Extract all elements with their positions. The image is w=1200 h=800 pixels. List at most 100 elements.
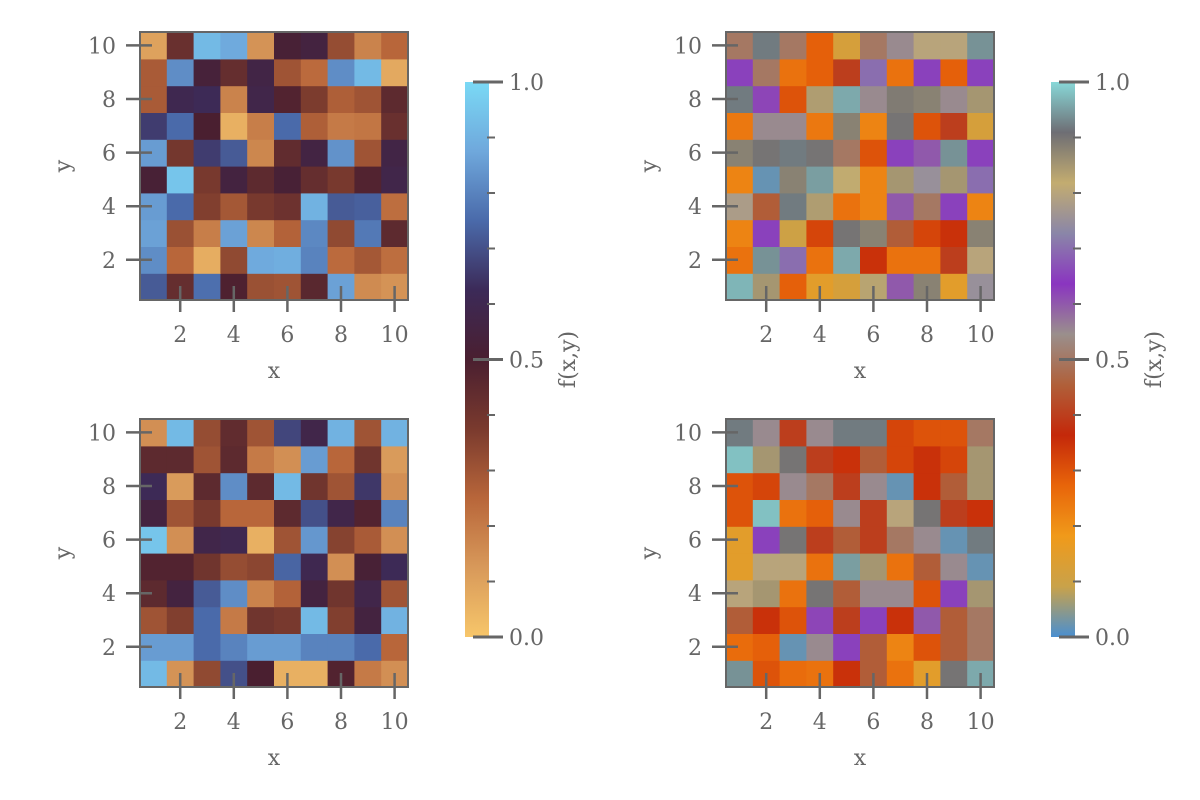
heatmap-cell bbox=[940, 192, 968, 221]
heatmap-cell bbox=[381, 499, 409, 527]
heatmap-cell bbox=[193, 166, 221, 194]
heatmap-cell bbox=[940, 526, 968, 554]
heatmap-cell bbox=[833, 526, 861, 554]
heatmap-cell bbox=[274, 112, 302, 140]
colorbar-tick-label: 1.0 bbox=[509, 71, 544, 96]
heatmap-cell bbox=[140, 58, 168, 87]
plot-frame bbox=[139, 418, 409, 688]
heatmap-cell bbox=[274, 192, 302, 221]
x-tick-label: 8 bbox=[334, 323, 348, 348]
y-tick-label: 6 bbox=[688, 142, 702, 167]
heatmap-cell bbox=[354, 445, 382, 474]
heatmap-cell bbox=[381, 633, 409, 661]
heatmap-cell bbox=[752, 139, 781, 167]
heatmap-cell bbox=[779, 660, 807, 688]
heatmap-cell bbox=[274, 499, 302, 527]
heatmap-cell bbox=[779, 246, 807, 274]
heatmap-cell bbox=[247, 139, 275, 167]
heatmap-cell bbox=[860, 58, 888, 87]
heatmap-cell bbox=[806, 166, 834, 194]
heatmap-cell bbox=[940, 32, 968, 60]
heatmap-cell bbox=[166, 85, 195, 113]
heatmap-cell bbox=[860, 32, 888, 60]
heatmap-cell bbox=[166, 58, 195, 87]
heatmap-cell bbox=[274, 85, 302, 113]
heatmap-cell bbox=[247, 579, 275, 608]
heatmap-cell bbox=[967, 246, 995, 274]
heatmap-cell bbox=[833, 499, 861, 527]
heatmap-cell bbox=[779, 219, 807, 247]
heatmap-cell bbox=[833, 219, 861, 247]
x-tick-label: 6 bbox=[280, 710, 294, 735]
heatmap-cell bbox=[913, 112, 941, 140]
heatmap-cell bbox=[967, 139, 995, 167]
heatmap-cell bbox=[247, 58, 275, 87]
heatmap-cell bbox=[247, 273, 275, 301]
y-tick-label: 4 bbox=[102, 582, 116, 607]
heatmap-cell bbox=[220, 606, 248, 634]
heatmap-cell bbox=[247, 606, 275, 634]
heatmap-cell bbox=[860, 633, 888, 661]
heatmap-cell bbox=[381, 579, 409, 608]
heatmap-cell bbox=[886, 192, 915, 221]
heatmap-cell bbox=[354, 273, 382, 301]
heatmap-cell bbox=[381, 606, 409, 634]
heatmap-cell bbox=[886, 499, 915, 527]
heatmap-cell bbox=[166, 419, 195, 447]
heatmap-cell bbox=[381, 192, 409, 221]
y-tick-label: 2 bbox=[102, 636, 116, 661]
heatmap-cell bbox=[274, 472, 302, 500]
heatmap-cell bbox=[806, 58, 834, 87]
heatmap-cell bbox=[193, 139, 221, 167]
heatmap-cell bbox=[381, 112, 409, 140]
y-tick-label: 10 bbox=[674, 34, 702, 59]
heatmap-cell bbox=[913, 246, 941, 274]
heatmap-cell bbox=[860, 219, 888, 247]
heatmap-cell bbox=[327, 633, 355, 661]
heatmap-cell bbox=[193, 526, 221, 554]
heatmap-cell bbox=[886, 139, 915, 167]
heatmap-cell bbox=[726, 445, 754, 474]
heatmap-cell bbox=[300, 553, 329, 581]
heatmap-cell bbox=[193, 419, 221, 447]
heatmap-cell bbox=[940, 419, 968, 447]
heatmap-cell bbox=[779, 472, 807, 500]
heatmap-cell bbox=[860, 139, 888, 167]
heatmap-cell bbox=[833, 660, 861, 688]
heatmap-cell bbox=[860, 606, 888, 634]
heatmap-cell bbox=[327, 606, 355, 634]
y-tick-label: 10 bbox=[88, 421, 116, 446]
heatmap-cell bbox=[300, 472, 329, 500]
heatmap-cell bbox=[779, 526, 807, 554]
heatmap-cell bbox=[726, 58, 754, 87]
heatmap-cell bbox=[354, 553, 382, 581]
heatmap-cell bbox=[913, 166, 941, 194]
heatmap-cell bbox=[193, 32, 221, 60]
heatmap-cell bbox=[327, 445, 355, 474]
heatmap-cell bbox=[274, 606, 302, 634]
heatmap-cell bbox=[806, 606, 834, 634]
heatmap-cell bbox=[354, 606, 382, 634]
heatmap-cell bbox=[327, 472, 355, 500]
heatmap-cell bbox=[300, 192, 329, 221]
heatmap-cell bbox=[166, 445, 195, 474]
heatmap-cell bbox=[327, 192, 355, 221]
heatmap-cell bbox=[779, 166, 807, 194]
heatmap-cell bbox=[806, 526, 834, 554]
heatmap-cell bbox=[220, 419, 248, 447]
heatmap-cell bbox=[886, 553, 915, 581]
heatmap-cell bbox=[886, 419, 915, 447]
heatmap-cell bbox=[300, 606, 329, 634]
heatmap-cell bbox=[833, 246, 861, 274]
heatmap-cell bbox=[779, 192, 807, 221]
y-axis-label: y bbox=[637, 159, 662, 173]
heatmap-cell bbox=[220, 246, 248, 274]
heatmap-cell bbox=[354, 579, 382, 608]
y-axis-label: y bbox=[51, 546, 76, 560]
heatmap-cell bbox=[752, 192, 781, 221]
x-tick-label: 2 bbox=[759, 710, 773, 735]
y-tick-label: 8 bbox=[688, 88, 702, 113]
y-tick-label: 2 bbox=[688, 636, 702, 661]
heatmap-cell bbox=[274, 633, 302, 661]
heatmap-cell bbox=[327, 166, 355, 194]
